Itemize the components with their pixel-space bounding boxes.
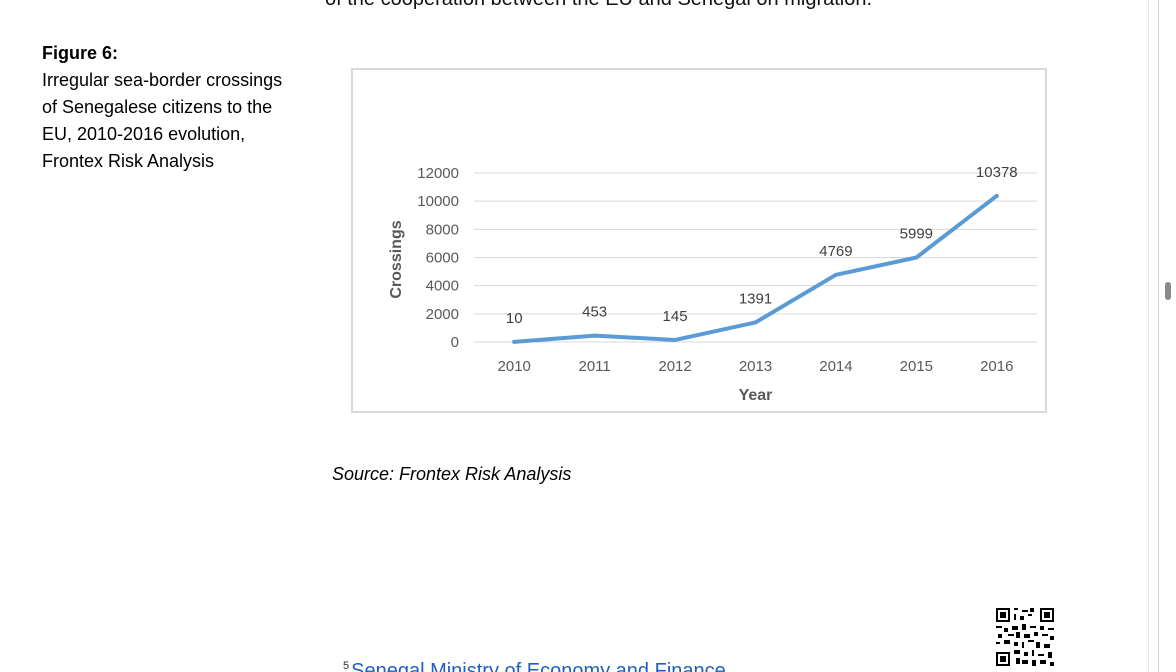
data-label: 145: [663, 308, 688, 325]
data-label: 1391: [739, 290, 772, 307]
data-label: 453: [582, 304, 607, 321]
y-axis-title: Crossings: [388, 220, 405, 298]
data-point: [673, 337, 678, 342]
x-tick-label: 2016: [980, 358, 1013, 375]
x-tick-label: 2010: [498, 358, 531, 375]
y-tick-label: 10000: [417, 193, 459, 210]
y-tick-label: 12000: [417, 165, 459, 182]
page-edge: [1148, 0, 1149, 672]
qr-code-icon: [996, 608, 1054, 666]
chart-frame: 0 2000 4000 6000 8000 10000 12000 2010 2011 2012 2…: [351, 68, 1047, 413]
x-tick-label: 2014: [819, 358, 852, 375]
x-tick-label: 2012: [658, 358, 691, 375]
data-point: [753, 320, 758, 325]
data-point: [512, 339, 517, 344]
y-tick-label: 8000: [426, 221, 459, 238]
data-point: [994, 193, 999, 198]
data-label: 10378: [976, 164, 1018, 181]
x-tick-label: 2011: [579, 358, 611, 375]
x-tick-label: 2015: [900, 358, 933, 375]
x-axis-title: Year: [739, 387, 773, 404]
data-label: 4769: [819, 243, 852, 260]
y-tick-label: 4000: [426, 278, 459, 295]
y-tick-label: 6000: [426, 250, 459, 267]
preceding-text-line: of the cooperation between the EU and Se…: [325, 0, 872, 11]
vertical-scrollbar[interactable]: [1158, 0, 1176, 672]
y-tick-label: 0: [451, 334, 459, 351]
y-tick-label: 2000: [426, 306, 459, 323]
figure-source: Source: Frontex Risk Analysis: [332, 464, 572, 484]
crossings-line-chart: 0 2000 4000 6000 8000 10000 12000 2010 2011 2012 2…: [388, 164, 1037, 404]
figure-title: Figure 6:: [42, 43, 119, 63]
scrollbar-thumb[interactable]: [1165, 282, 1171, 300]
data-label: 10: [506, 310, 523, 327]
figure-caption: Irregular sea-border crossings of Senega…: [42, 70, 283, 171]
x-tick-label: 2013: [739, 358, 772, 375]
data-point: [833, 272, 838, 277]
figure-label: Figure 6: Irregular sea-border crossings…: [42, 40, 302, 175]
data-label: 5999: [900, 226, 933, 243]
data-point: [592, 333, 597, 338]
footnote-text: Senegal Ministry of Economy and Finance: [351, 660, 726, 672]
footnote-number: 5: [343, 660, 350, 672]
footnote-link[interactable]: 5 Senegal Ministry of Economy and Finance: [343, 660, 726, 672]
data-point: [914, 255, 919, 260]
